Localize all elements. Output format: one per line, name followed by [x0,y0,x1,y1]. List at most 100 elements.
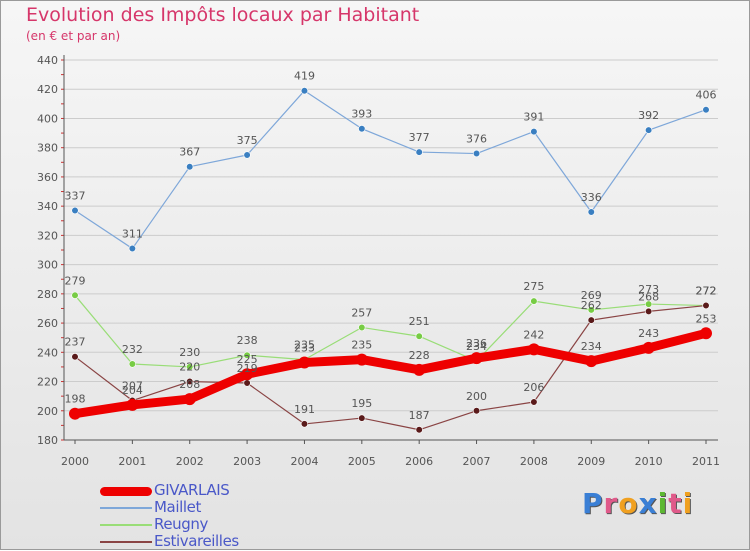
data-point-givarlais [470,352,483,365]
data-point-estivareilles [186,377,194,386]
data-label: 269 [581,289,602,302]
legend-label: Reugny [154,515,208,533]
data-point-givarlais [183,393,196,406]
data-label: 195 [351,397,372,410]
data-point-reugny [243,351,251,359]
data-point-estivareilles [243,379,251,387]
y-tick-label: 180 [37,434,58,447]
data-point-givarlais [69,407,81,420]
data-label: 220 [179,361,200,374]
data-label: 238 [237,334,258,347]
data-label: 275 [523,280,544,293]
data-label: 272 [696,285,717,298]
data-label: 234 [581,340,602,353]
data-label: 391 [523,111,544,124]
data-label: 191 [294,403,315,416]
data-label: 272 [696,285,717,298]
data-label: 375 [237,134,258,147]
data-label: 232 [122,343,143,356]
data-point-estivareilles [645,307,653,315]
series-line-maillet [74,90,707,250]
data-label: 206 [523,381,544,394]
data-label: 406 [696,89,717,102]
data-label: 204 [122,384,143,397]
y-tick-label: 220 [37,376,58,389]
x-tick-label: 2008 [520,455,548,468]
data-label: 337 [65,190,86,203]
data-label: 376 [466,133,487,146]
data-label: 279 [65,274,86,287]
legend-swatch [100,524,152,526]
data-point-maillet [186,163,194,171]
data-point-reugny [128,360,136,368]
data-point-maillet [645,126,653,134]
data-point-maillet [71,206,79,215]
legend-swatch [100,486,152,496]
data-point-maillet [358,125,366,133]
x-tick-label: 2007 [463,455,491,468]
data-label: 233 [294,342,315,355]
data-point-maillet [300,87,309,95]
y-tick-label: 300 [37,259,58,272]
series-line-givarlais [70,328,711,419]
x-tick-label: 2005 [348,455,376,468]
y-tick-label: 320 [37,229,58,242]
legend-label: GIVARLAIS [154,481,230,499]
data-label: 243 [638,327,659,340]
data-label: 235 [294,339,315,352]
data-point-givarlais [298,356,311,369]
data-point-maillet [702,106,710,114]
data-point-maillet [128,244,136,253]
data-label: 235 [351,339,372,352]
data-point-givarlais [355,353,368,366]
data-label: 273 [638,283,659,296]
data-point-estivareilles [358,414,366,422]
x-tick-label: 2002 [176,455,204,468]
data-point-estivareilles [702,301,710,310]
data-point-givarlais [642,341,655,354]
y-tick-label: 360 [37,171,58,184]
data-label: 200 [466,390,487,403]
legend-swatch [100,507,152,509]
data-label: 234 [466,340,487,353]
data-point-maillet [243,151,251,159]
x-tick-label: 2009 [577,455,605,468]
series-line-estivareilles [74,304,707,431]
y-tick-label: 340 [37,200,58,213]
data-label: 237 [65,336,86,349]
data-point-reugny [530,297,538,305]
data-point-givarlais [585,355,598,368]
y-tick-label: 260 [37,317,58,330]
data-label: 393 [351,108,372,121]
data-point-estivareilles [300,420,309,428]
legend-swatch [100,541,152,543]
data-label: 228 [409,349,430,362]
y-tick-label: 380 [37,142,58,155]
data-point-givarlais [241,368,254,381]
data-label: 262 [581,299,602,312]
legend-label: Estivareilles [154,532,239,550]
proxiti-logo: Proxiti [582,487,694,520]
data-point-maillet [472,149,481,158]
x-tick-label: 2006 [405,455,433,468]
data-point-maillet [530,128,538,136]
data-label: 253 [696,312,717,325]
x-tick-label: 2010 [635,455,663,468]
data-label: 219 [237,362,258,375]
data-label: 208 [179,378,200,391]
data-point-reugny [415,332,423,340]
data-label: 336 [581,191,602,204]
y-tick-label: 400 [37,112,58,125]
data-point-reugny [645,300,653,308]
data-label: 392 [638,109,659,122]
data-label: 198 [65,393,86,406]
data-label: 242 [523,328,544,341]
data-label: 377 [409,131,430,144]
data-point-maillet [415,148,423,156]
chart-title: Evolution des Impôts locaux par Habitant [26,4,420,26]
data-label: 187 [409,409,430,422]
data-point-givarlais [126,398,139,411]
data-point-reugny [358,323,366,332]
